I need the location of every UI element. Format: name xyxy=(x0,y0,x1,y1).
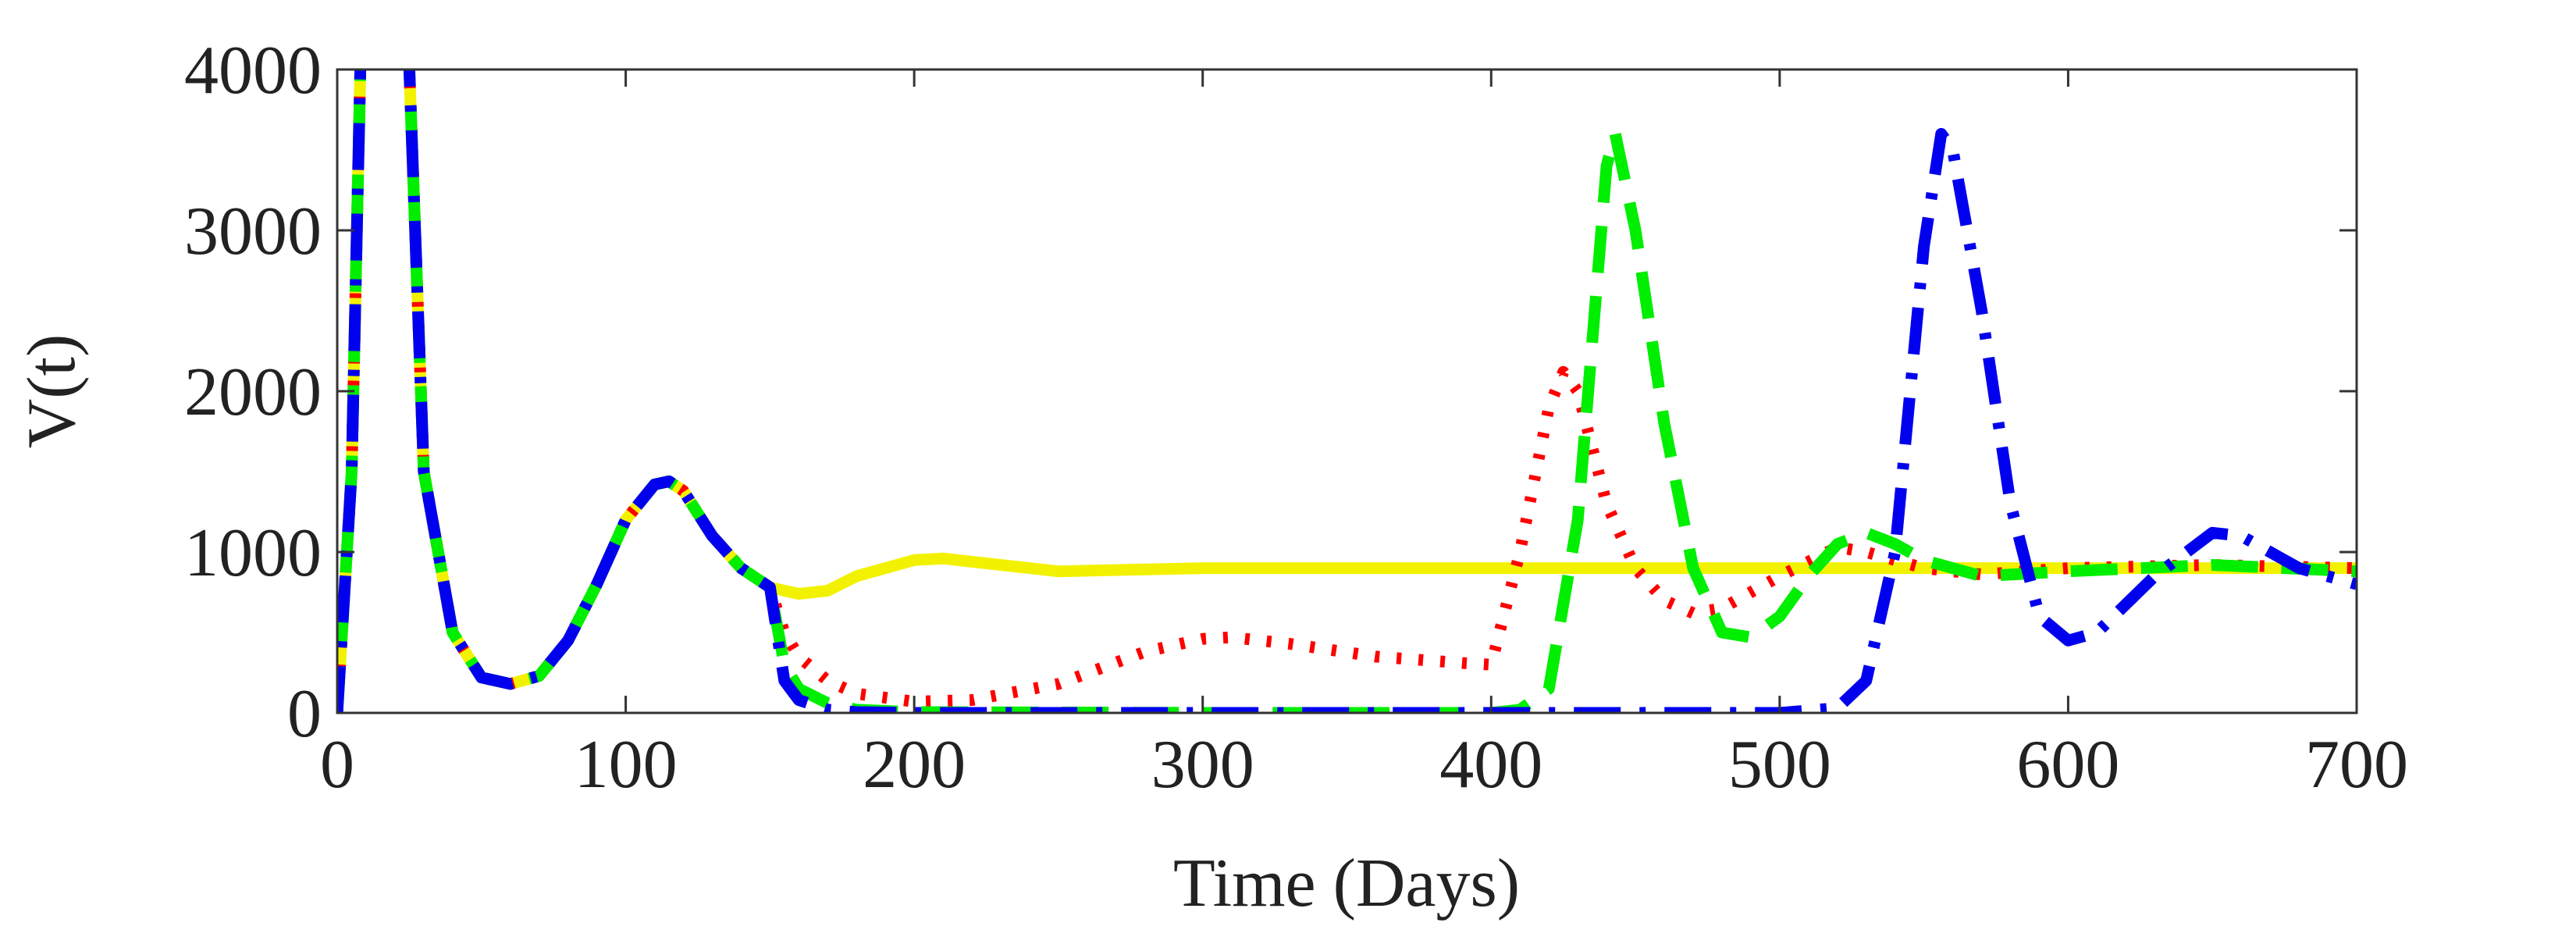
y-tick-label: 2000 xyxy=(184,354,322,430)
y-axis-label: V(t) xyxy=(14,334,90,449)
y-tick-label: 1000 xyxy=(184,515,322,591)
y-tick-label: 0 xyxy=(287,676,322,752)
x-tick-label: 0 xyxy=(320,727,354,803)
series-line xyxy=(337,69,2357,713)
x-tick-label: 100 xyxy=(575,727,678,803)
x-tick-label: 200 xyxy=(863,727,966,803)
x-tick-label: 500 xyxy=(1728,727,1831,803)
plot-lines xyxy=(337,69,2357,713)
x-tick-label: 600 xyxy=(2016,727,2119,803)
x-tick-label: 400 xyxy=(1439,727,1542,803)
y-tick-label: 3000 xyxy=(184,194,322,269)
y-tick-label: 4000 xyxy=(184,33,322,109)
x-axis-label: Time (Days) xyxy=(1173,846,1520,921)
x-tick-label: 300 xyxy=(1151,727,1254,803)
x-tick-label: 700 xyxy=(2305,727,2408,803)
